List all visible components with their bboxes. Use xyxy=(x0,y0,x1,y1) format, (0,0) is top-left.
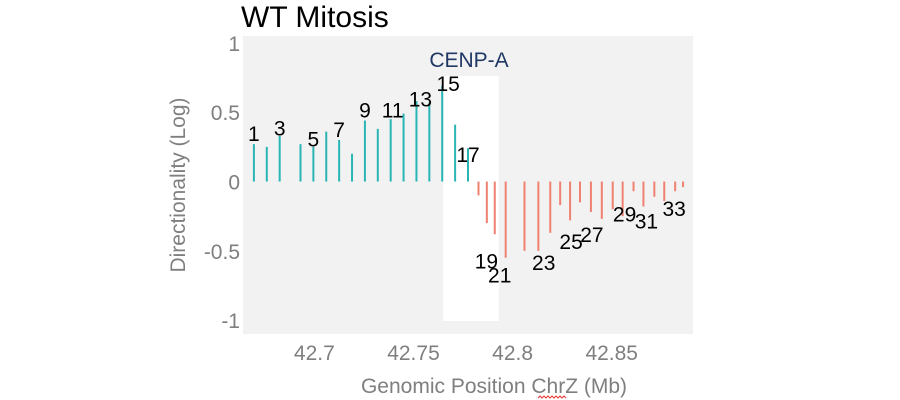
bin-number-label: 7 xyxy=(333,119,345,142)
y-tick-label: 0 xyxy=(228,172,240,195)
bin-number-label: 11 xyxy=(382,99,404,122)
bin-number-label: 27 xyxy=(580,224,603,247)
bin-number-label: 31 xyxy=(635,210,658,233)
bin-number-label: 13 xyxy=(409,88,432,111)
bin-number-label: 19 xyxy=(475,251,498,274)
cenp-a-region xyxy=(443,76,499,321)
y-tick-label: 1 xyxy=(228,33,240,56)
y-tick-label: 0.5 xyxy=(211,102,240,125)
x-tick-label: 42.8 xyxy=(492,342,533,365)
y-tick-label: -0.5 xyxy=(204,241,240,264)
cenp-a-label: CENP-A xyxy=(429,49,508,72)
x-tick-label: 42.75 xyxy=(387,342,440,365)
spellcheck-underline xyxy=(537,395,567,399)
bin-number-label: 33 xyxy=(662,198,685,221)
chart-title: WT Mitosis xyxy=(241,1,389,34)
y-ticks: 1 0.5 0 -0.5 -1 xyxy=(204,33,240,333)
bin-number-label: 9 xyxy=(359,99,371,122)
bin-number-label: 17 xyxy=(456,144,479,167)
bin-number-label: 15 xyxy=(436,73,459,96)
y-axis-title: Directionality (Log) xyxy=(167,97,190,272)
x-ticks: 42.7 42.75 42.8 42.85 xyxy=(294,342,638,365)
bars xyxy=(252,85,685,258)
bin-number-label: 5 xyxy=(308,129,320,152)
bin-number-label: 25 xyxy=(559,231,582,254)
bin-number-label: 21 xyxy=(488,264,511,287)
x-tick-label: 42.85 xyxy=(585,342,638,365)
y-tick-label: -1 xyxy=(221,310,240,333)
bin-number-label: 3 xyxy=(274,117,286,140)
x-tick-label: 42.7 xyxy=(294,342,335,365)
x-axis-title: Genomic Position ChrZ (Mb) xyxy=(361,375,627,398)
bin-number-label: 1 xyxy=(248,123,260,146)
bin-number-label: 23 xyxy=(532,252,555,275)
bin-number-label: 29 xyxy=(613,203,636,226)
